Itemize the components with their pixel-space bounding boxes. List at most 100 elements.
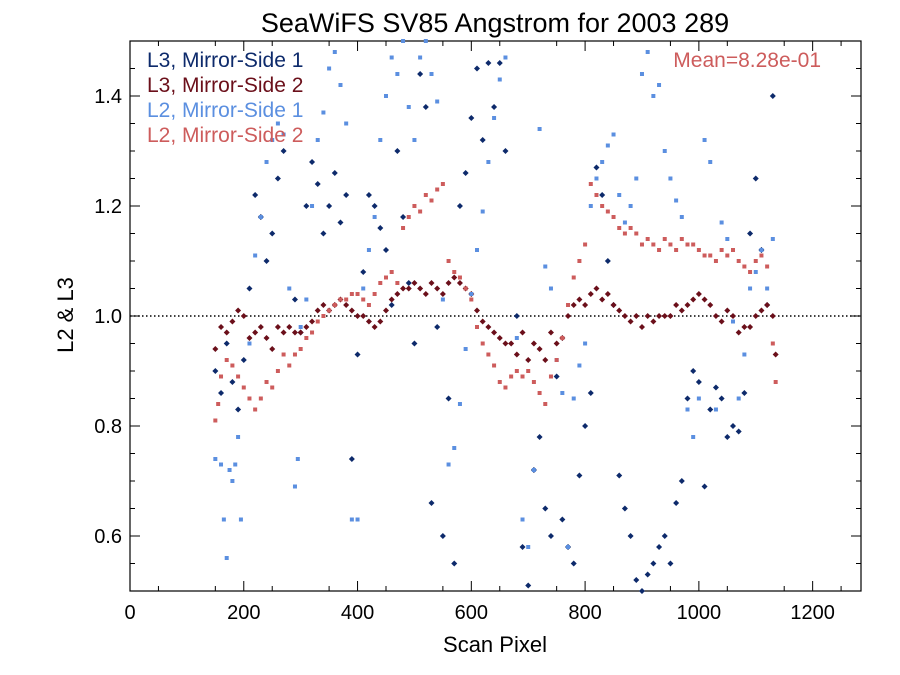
data-point — [337, 219, 344, 226]
data-point — [383, 275, 388, 280]
data-point — [519, 544, 526, 550]
data-point — [769, 313, 776, 319]
data-point — [475, 248, 480, 252]
data-point — [469, 297, 474, 302]
data-point — [405, 285, 412, 292]
data-point — [389, 55, 394, 60]
data-point — [253, 407, 258, 412]
data-point — [457, 275, 462, 280]
data-point — [440, 182, 445, 186]
data-point — [327, 66, 332, 71]
data-point — [553, 340, 560, 347]
data-point — [582, 302, 589, 308]
data-point — [315, 319, 320, 324]
data-point — [309, 318, 316, 325]
legend-entry: L3, Mirror-Side 2 — [147, 74, 303, 97]
data-point — [263, 258, 270, 264]
data-point — [651, 94, 656, 98]
data-point — [366, 303, 371, 307]
data-point — [486, 160, 491, 164]
data-point — [582, 423, 589, 429]
data-point — [736, 396, 741, 401]
data-point — [765, 264, 770, 269]
data-point — [389, 270, 394, 274]
data-point — [219, 374, 224, 379]
data-point — [684, 302, 691, 308]
data-point — [638, 324, 645, 330]
data-point — [247, 396, 252, 401]
data-point — [310, 330, 315, 335]
x-tick-label: 1200 — [790, 602, 835, 624]
data-point — [412, 138, 417, 142]
data-point — [474, 307, 481, 314]
data-point — [417, 71, 424, 77]
data-point — [731, 319, 736, 324]
data-point — [537, 391, 542, 395]
data-point — [520, 517, 525, 522]
data-point — [633, 577, 640, 583]
data-point — [772, 351, 779, 358]
data-point — [503, 385, 508, 390]
data-point — [401, 39, 406, 43]
data-point — [685, 242, 690, 247]
axis-ticks-layer: 0 200 400 600 800 1000 1200 0.6 0.8 1.0 1.2 1.4 — [94, 40, 861, 624]
data-point — [321, 314, 326, 318]
data-point — [725, 237, 730, 241]
data-point — [446, 259, 451, 263]
data-point — [695, 379, 702, 385]
data-point — [446, 462, 451, 467]
data-point — [241, 385, 246, 390]
data-point — [736, 259, 741, 263]
data-point — [422, 104, 429, 110]
data-point — [627, 533, 634, 539]
data-point — [741, 324, 748, 330]
data-point — [560, 391, 565, 395]
data-point — [587, 390, 594, 396]
data-point — [252, 329, 259, 336]
data-point — [219, 462, 224, 467]
data-point — [240, 313, 247, 319]
data-point — [583, 242, 588, 247]
data-point — [229, 379, 236, 385]
data-point — [223, 329, 230, 336]
data-point — [542, 357, 549, 363]
data-point — [605, 209, 610, 214]
data-point — [212, 346, 219, 352]
x-tick-label: 0 — [124, 602, 135, 624]
data-point — [451, 560, 458, 567]
series-1 — [212, 60, 776, 594]
data-point — [303, 203, 310, 209]
data-point — [605, 143, 610, 148]
data-point — [731, 248, 736, 252]
data-point — [229, 318, 236, 325]
x-tick-label: 600 — [455, 602, 488, 624]
data-point — [661, 533, 668, 539]
data-point — [418, 209, 423, 214]
data-point — [509, 374, 514, 379]
data-point — [537, 127, 542, 131]
data-point — [360, 269, 367, 275]
data-point — [479, 318, 486, 325]
data-point — [565, 313, 572, 319]
data-point — [708, 253, 713, 258]
series-4 — [213, 182, 778, 423]
data-point — [718, 395, 725, 402]
data-point — [673, 302, 680, 308]
data-point — [577, 363, 582, 368]
data-point — [469, 292, 474, 296]
data-point — [748, 286, 753, 291]
data-point — [747, 324, 754, 330]
data-point — [281, 132, 286, 137]
data-point — [355, 292, 360, 296]
legend-entry: L2, Mirror-Side 2 — [147, 124, 303, 147]
data-point — [576, 472, 583, 479]
data-point — [332, 303, 337, 307]
data-point — [401, 226, 406, 230]
data-point — [674, 198, 679, 203]
data-point — [233, 462, 238, 467]
data-point — [508, 340, 515, 347]
data-point — [258, 396, 263, 401]
data-point — [485, 60, 492, 66]
data-point — [554, 358, 559, 362]
data-point — [678, 478, 685, 484]
